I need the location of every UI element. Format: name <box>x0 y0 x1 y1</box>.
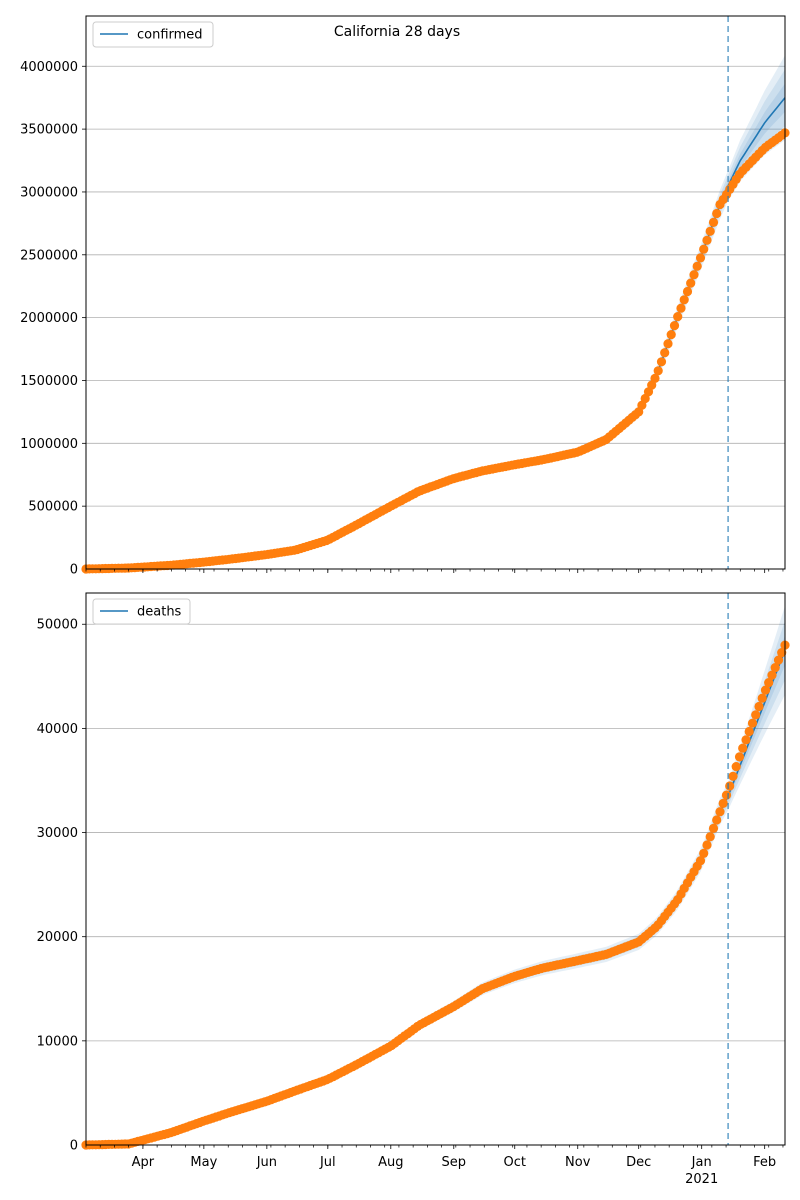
observed-point <box>712 208 722 219</box>
observed-point <box>728 771 738 781</box>
observed-point <box>754 701 764 712</box>
observed-point <box>734 752 745 762</box>
x-tick-label: Feb <box>753 1155 776 1170</box>
y-tick-label: 20000 <box>37 930 78 945</box>
x-tick-label: Oct <box>504 1155 526 1170</box>
legend-label: confirmed <box>137 28 203 43</box>
observed-point <box>715 807 725 817</box>
uncertainty-band <box>86 620 785 1145</box>
y-tick-label: 0 <box>70 1139 78 1154</box>
x-tick-label: Jul <box>319 1155 336 1170</box>
observed-point <box>777 648 787 658</box>
x-tick-label: Sep <box>442 1155 467 1170</box>
observed-point <box>744 726 754 737</box>
uncertainty-band <box>86 605 785 1145</box>
observed-point <box>663 339 673 349</box>
legend: confirmed <box>92 21 214 48</box>
observed-point <box>712 815 722 825</box>
model-line <box>85 97 786 570</box>
x-tick-label: Aug <box>378 1155 403 1170</box>
observed-point <box>695 253 706 263</box>
observed-point <box>689 270 699 280</box>
y-tick-label: 30000 <box>37 826 78 841</box>
y-tick-label: 1000000 <box>20 437 78 452</box>
observed-point <box>751 710 761 720</box>
legend-box <box>92 598 191 625</box>
y-tick-label: 4000000 <box>20 60 78 75</box>
y-tick-label: 3000000 <box>20 185 78 200</box>
deaths-panel: 0 10000 20000 30000 40000 50000 deaths <box>37 592 790 1154</box>
observed-point <box>760 685 771 695</box>
observed-point <box>686 278 696 288</box>
observed-point <box>653 366 663 376</box>
observed-point <box>702 840 712 850</box>
observed-point <box>705 832 715 842</box>
y-tick-label: 3500000 <box>20 123 78 138</box>
observed-point <box>708 217 719 227</box>
observed-point <box>738 743 748 753</box>
y-tick-label: 2000000 <box>20 311 78 326</box>
observed-point <box>767 670 777 680</box>
axes-frame <box>85 592 786 1146</box>
observed-point <box>650 373 660 383</box>
observed-point <box>699 848 709 859</box>
observed-point <box>676 303 686 313</box>
observed-point <box>673 312 683 322</box>
uncertainty-band <box>86 83 785 569</box>
observed-point <box>741 735 751 745</box>
observed-point <box>660 348 670 358</box>
x-tick-label: Dec <box>626 1155 651 1170</box>
legend-box <box>92 21 214 48</box>
observed-point <box>699 244 709 254</box>
observed-point <box>764 678 774 688</box>
observed-point <box>770 663 780 673</box>
y-tick-label: 1500000 <box>20 374 78 389</box>
axes-frame <box>85 15 786 570</box>
y-tick-label: 0 <box>70 563 78 578</box>
y-tick-label: 500000 <box>28 500 78 515</box>
y-tick-label: 40000 <box>37 722 78 737</box>
observed-point <box>666 330 676 340</box>
observed-point <box>721 790 732 800</box>
observed-point <box>692 261 702 271</box>
observed-point <box>702 235 712 245</box>
observed-point <box>718 798 728 809</box>
x-tick-label: Nov <box>565 1155 591 1170</box>
legend: deaths <box>92 598 191 625</box>
x-tick-label: Jun <box>256 1155 277 1170</box>
observed-point <box>656 357 667 367</box>
x-tick-label: Jan <box>691 1155 712 1170</box>
x-tick-label: Apr <box>132 1155 155 1170</box>
x-tick-label: May <box>190 1155 217 1170</box>
y-tick-label: 10000 <box>37 1034 78 1049</box>
confirmed-panel: 0 500000 1000000 1500000 2000000 2500000 30000… <box>20 15 790 578</box>
observed-point <box>708 823 719 834</box>
observed-point <box>757 693 767 703</box>
legend-label: deaths <box>137 605 182 620</box>
observed-point <box>773 655 784 665</box>
observed-point <box>695 856 706 866</box>
x-axis: Apr May Jun Jul Aug Sep Oct Nov Dec Jan 2021 Feb <box>132 1155 777 1187</box>
observed-point <box>705 226 715 236</box>
x-year-label: 2021 <box>685 1172 718 1187</box>
observed-point <box>682 286 693 297</box>
observed-point <box>731 762 741 772</box>
figure-title: California 28 days <box>334 24 460 40</box>
y-tick-label: 2500000 <box>20 248 78 263</box>
observed-point <box>725 781 735 791</box>
observed-point <box>747 718 758 728</box>
y-tick-label: 50000 <box>37 618 78 633</box>
observed-point <box>669 321 680 331</box>
observed-point <box>679 295 689 305</box>
